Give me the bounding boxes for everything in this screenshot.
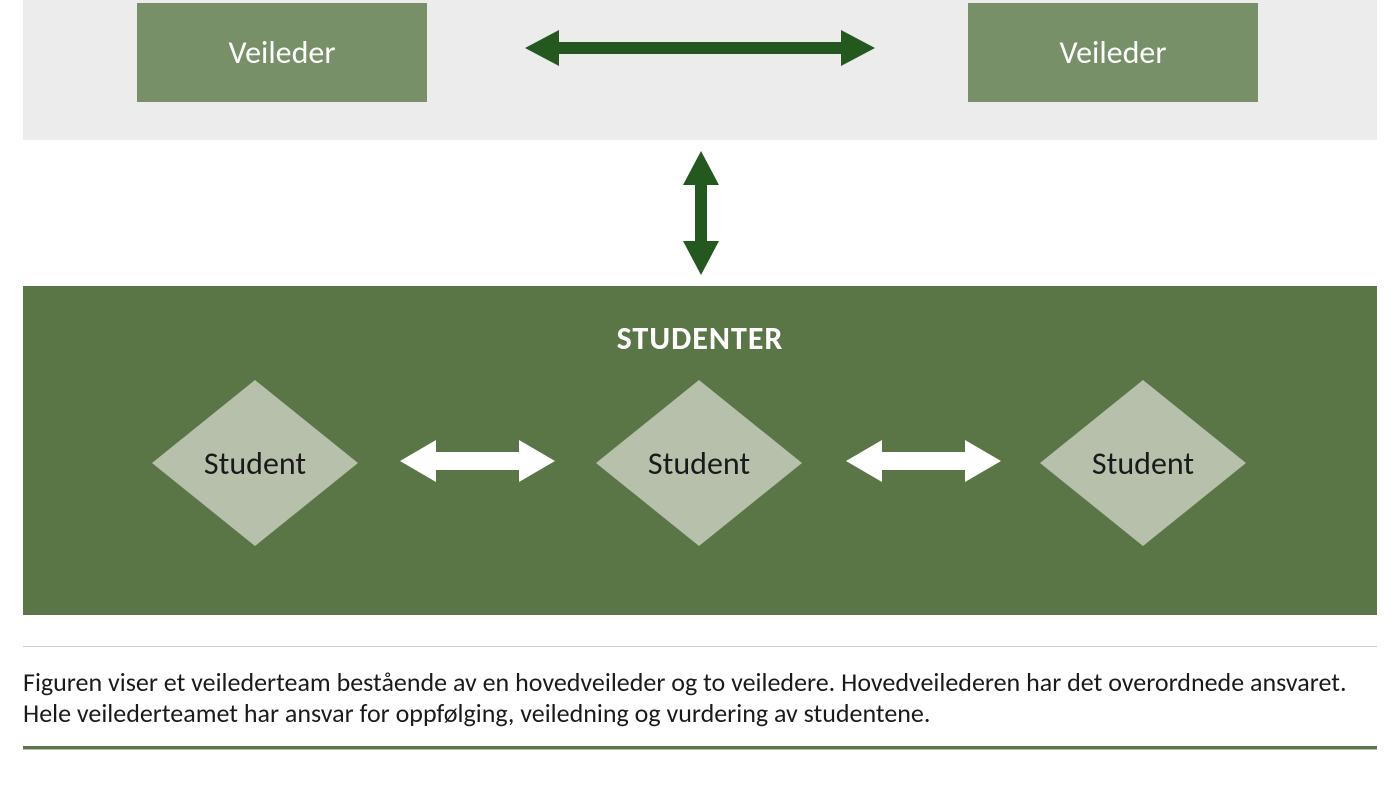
arrow-student-1-2 <box>400 440 555 482</box>
diamond-shape: Student <box>1040 380 1246 546</box>
arrow-veileder-students <box>683 151 719 275</box>
diamond-shape: Student <box>596 380 802 546</box>
veileder-label-left: Veileder <box>229 33 336 72</box>
arrow-student-2-3 <box>846 440 1001 482</box>
arrow-dark-h <box>525 30 875 66</box>
student-diamond-2: Student <box>596 380 802 546</box>
student-label-2: Student <box>648 444 750 483</box>
arrow-white-h <box>846 440 1001 482</box>
student-label-3: Student <box>1092 444 1194 483</box>
arrow-white-h <box>400 440 555 482</box>
veileder-box-left: Veileder <box>137 3 427 102</box>
veileder-label-right: Veileder <box>1060 33 1167 72</box>
caption-rule-thin <box>23 749 1377 750</box>
students-title: STUDENTER <box>23 319 1377 358</box>
student-label-1: Student <box>204 444 306 483</box>
arrow-veileder-veileder <box>525 30 875 66</box>
student-diamond-3: Student <box>1040 380 1246 546</box>
diamond-shape: Student <box>152 380 358 546</box>
veileder-box-right: Veileder <box>968 3 1258 102</box>
caption-block: Figuren viser et veilederteam bestående … <box>23 646 1377 729</box>
student-diamond-1: Student <box>152 380 358 546</box>
arrow-dark-v <box>683 151 719 275</box>
caption-text: Figuren viser et veilederteam bestående … <box>23 667 1377 729</box>
